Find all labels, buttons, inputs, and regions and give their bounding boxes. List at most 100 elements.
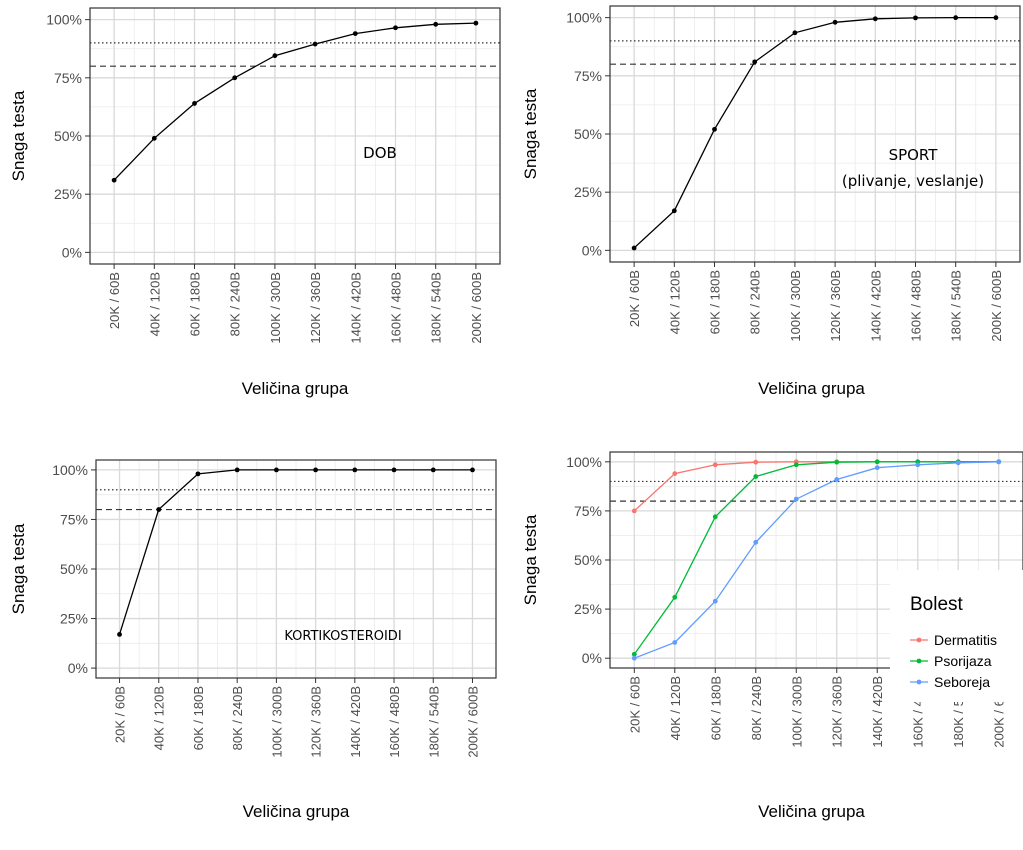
data-point bbox=[672, 471, 678, 476]
y-tick-label: 25% bbox=[574, 184, 602, 200]
chart-kortikosteroidi: 0% 25% 50% 75% 100% 20K / 60B 40K / 120B 60K / … bbox=[0, 422, 512, 845]
chart-annotation: KORTIKOSTEROIDI bbox=[284, 629, 401, 644]
data-point bbox=[874, 465, 880, 471]
chart-svg: 0% 25% 50% 75% 100% 20K / 60B 40K / 120B 60K / … bbox=[521, 451, 1023, 821]
x-tick-label: 180K / 540B bbox=[429, 272, 444, 344]
legend-title: Bolest bbox=[910, 594, 964, 615]
x-tick-label: 160K / 480B bbox=[387, 686, 402, 758]
data-point bbox=[672, 594, 678, 600]
data-point bbox=[631, 245, 637, 251]
chart-annotation: DOB bbox=[363, 144, 397, 162]
data-point bbox=[753, 474, 759, 479]
data-point bbox=[232, 75, 238, 81]
y-axis-label: Snaga testa bbox=[521, 514, 540, 605]
data-point bbox=[712, 462, 718, 468]
x-tick-label: 100K / 300B bbox=[269, 686, 284, 758]
y-tick-label: 25% bbox=[574, 601, 602, 617]
y-tick-label: 100% bbox=[52, 462, 88, 478]
y-tick-label: 75% bbox=[574, 68, 602, 84]
data-point bbox=[672, 640, 678, 645]
x-tick-label: 180K / 540B bbox=[426, 686, 441, 758]
x-tick-label: 40K / 120B bbox=[668, 676, 683, 740]
x-tick-label: 120K / 360B bbox=[828, 270, 843, 342]
data-point bbox=[834, 459, 840, 465]
y-tick-label: 0% bbox=[582, 650, 602, 666]
legend-entry-label: Psorijaza bbox=[934, 653, 992, 669]
y-tick-label: 75% bbox=[60, 511, 88, 527]
data-point bbox=[192, 101, 197, 106]
legend-entry-label: Seboreja bbox=[934, 674, 990, 690]
data-point bbox=[712, 598, 718, 604]
x-tick-label: 160K / 480B bbox=[908, 270, 923, 342]
data-point bbox=[352, 467, 358, 473]
data-point bbox=[430, 467, 436, 473]
y-tick-label: 100% bbox=[566, 10, 602, 26]
chart-sport: 0% 25% 50% 75% 100% 20K / 60B 40K / 120B 60K / … bbox=[512, 0, 1023, 422]
x-tick-label: 180K / 540B bbox=[949, 270, 964, 342]
x-tick-label: 60K / 180B bbox=[191, 686, 206, 750]
x-tick-label: 80K / 240B bbox=[748, 270, 763, 334]
series-line bbox=[113, 22, 476, 181]
y-axis-label: Snaga testa bbox=[9, 90, 28, 181]
y-tick-label: 50% bbox=[54, 128, 82, 144]
data-point bbox=[313, 467, 319, 473]
data-point bbox=[712, 126, 717, 132]
chart-svg: 0% 25% 50% 75% 100% 20K / 60B 40K / 120B 60K / … bbox=[9, 7, 501, 398]
data-point bbox=[834, 477, 840, 482]
x-tick-label: 20K / 60B bbox=[107, 272, 122, 329]
data-point bbox=[312, 41, 318, 47]
series-line bbox=[633, 16, 996, 249]
data-point bbox=[872, 16, 878, 22]
data-point bbox=[915, 462, 921, 468]
x-tick-label: 120K / 360B bbox=[309, 686, 324, 758]
y-tick-label: 0% bbox=[62, 244, 82, 260]
data-point bbox=[874, 459, 880, 465]
x-tick-label: 80K / 240B bbox=[228, 272, 243, 336]
x-tick-label: 40K / 120B bbox=[147, 272, 162, 336]
data-point bbox=[753, 539, 759, 545]
y-tick-label: 50% bbox=[60, 561, 88, 577]
data-point bbox=[753, 459, 759, 465]
data-point bbox=[793, 496, 799, 502]
y-tick-label: 75% bbox=[54, 70, 82, 86]
x-tick-label: 40K / 120B bbox=[152, 686, 167, 750]
chart-bolest: 0% 25% 50% 75% 100% 20K / 60B 40K / 120B 60K / … bbox=[512, 422, 1023, 845]
x-axis-label: Veličina grupa bbox=[758, 802, 865, 821]
x-tick-label: 100K / 300B bbox=[789, 676, 804, 748]
data-point bbox=[832, 19, 838, 25]
x-tick-label: 40K / 120B bbox=[667, 270, 682, 334]
legend-entry-label: Dermatitis bbox=[934, 632, 997, 648]
y-tick-label: 100% bbox=[566, 454, 602, 470]
x-tick-label: 60K / 180B bbox=[188, 272, 203, 336]
data-point bbox=[111, 177, 117, 183]
chart-svg: 0% 25% 50% 75% 100% 20K / 60B 40K / 120B 60K / … bbox=[9, 459, 497, 821]
series-line bbox=[118, 469, 473, 635]
chart-svg: 0% 25% 50% 75% 100% 20K / 60B 40K / 120B 60K / … bbox=[521, 5, 1021, 398]
x-tick-label: 140K / 420B bbox=[870, 676, 885, 748]
data-point bbox=[996, 459, 1002, 465]
data-point bbox=[470, 467, 475, 473]
data-point bbox=[156, 507, 162, 512]
x-tick-label: 100K / 300B bbox=[788, 270, 803, 342]
x-tick-label: 20K / 60B bbox=[627, 270, 642, 327]
data-point bbox=[953, 15, 959, 21]
data-point bbox=[473, 20, 479, 26]
x-tick-label: 200K / 600B bbox=[989, 270, 1004, 342]
data-point bbox=[393, 25, 398, 31]
x-tick-label: 160K / 480B bbox=[388, 272, 403, 344]
data-point bbox=[195, 471, 201, 477]
x-axis-label: Veličina grupa bbox=[758, 379, 865, 398]
legend-key-point bbox=[916, 637, 922, 643]
data-point bbox=[273, 467, 279, 473]
data-point bbox=[793, 462, 799, 468]
x-tick-label: 120K / 360B bbox=[308, 272, 323, 344]
legend-key-point bbox=[916, 658, 922, 664]
y-tick-label: 25% bbox=[54, 186, 82, 202]
legend-key-point bbox=[916, 679, 922, 685]
chart-dob: 0% 25% 50% 75% 100% 20K / 60B 40K / 120B 60K / … bbox=[0, 0, 512, 422]
x-tick-label: 120K / 360B bbox=[830, 676, 845, 748]
data-point bbox=[631, 651, 637, 657]
y-tick-label: 0% bbox=[582, 242, 602, 258]
data-point bbox=[671, 208, 677, 214]
x-tick-label: 20K / 60B bbox=[113, 686, 128, 743]
